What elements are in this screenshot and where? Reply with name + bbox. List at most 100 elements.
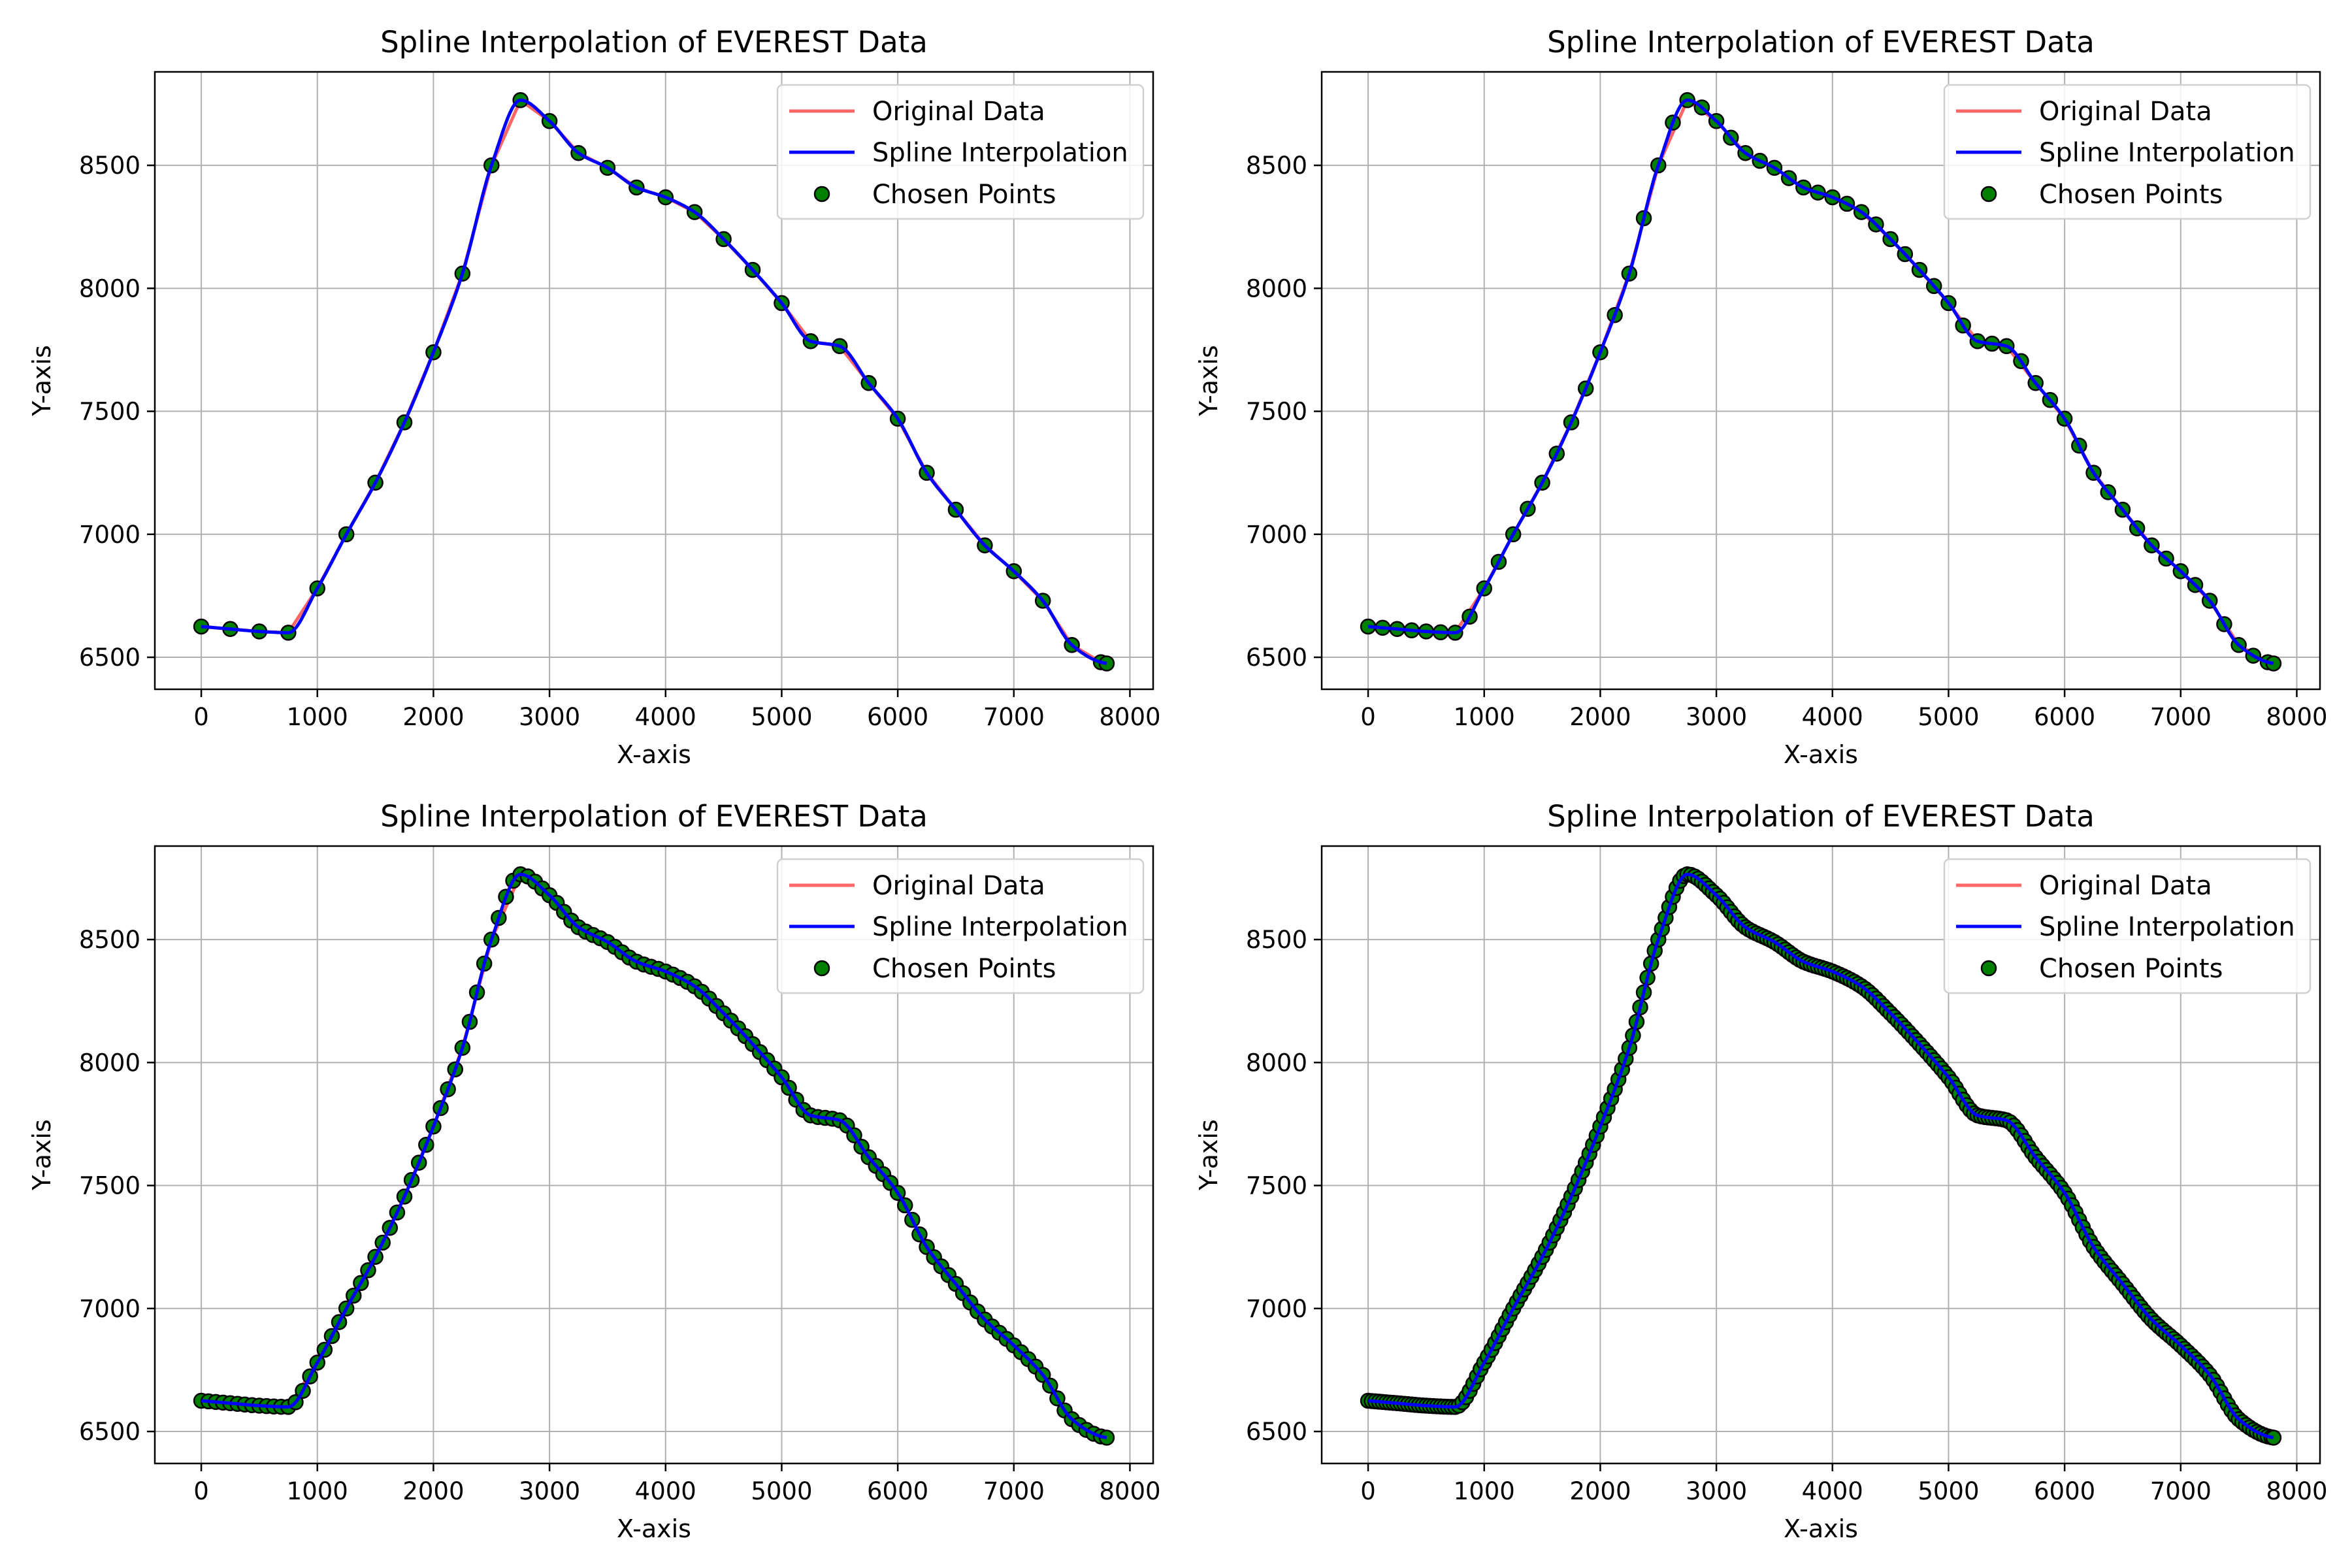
subplot-4: 0 1000 2000 3000 4000 5000 6000 7000 8000 6500 700… bbox=[1194, 799, 2328, 1543]
plot-area bbox=[193, 92, 1115, 672]
series-spline-interpolation bbox=[1367, 98, 2274, 665]
axes-frame bbox=[1320, 71, 2321, 691]
y-tick-label: 8500 bbox=[1246, 926, 1307, 954]
y-tick-label: 7500 bbox=[1246, 398, 1307, 426]
y-tick-label: 7500 bbox=[79, 398, 140, 426]
chart-title: Spline Interpolation of EVEREST Data bbox=[380, 25, 928, 59]
x-tick-label: 3000 bbox=[519, 1477, 580, 1505]
y-tick-label: 6500 bbox=[79, 1418, 140, 1446]
axes-frame bbox=[1320, 845, 2321, 1465]
legend-spline-label: Spline Interpolation bbox=[2039, 912, 2295, 942]
legend: Original Data Spline Interpolation Chosen … bbox=[776, 858, 1145, 994]
legend-chosen-label: Chosen Points bbox=[872, 180, 1056, 210]
legend-frame bbox=[1943, 84, 2311, 220]
x-tick-label: 5000 bbox=[751, 1477, 812, 1505]
y-axis-label: Y-axis bbox=[1194, 1119, 1223, 1191]
x-tick-label: 0 bbox=[193, 1477, 209, 1505]
series-spline-interpolation bbox=[1367, 872, 2274, 1439]
y-tick-label: 7000 bbox=[1246, 1295, 1307, 1323]
x-axis-label: X-axis bbox=[617, 740, 691, 769]
x-tick-label: 1000 bbox=[287, 703, 348, 731]
x-tick-label: 2000 bbox=[1569, 1477, 1631, 1505]
y-tick-label: 8000 bbox=[79, 274, 140, 302]
y-tick-label: 8000 bbox=[1246, 274, 1307, 302]
x-tick-label: 6000 bbox=[867, 1477, 928, 1505]
legend-original-label: Original Data bbox=[2039, 97, 2212, 127]
x-axis-label: X-axis bbox=[1784, 740, 1858, 769]
y-axis-label: Y-axis bbox=[27, 1119, 56, 1191]
legend: Original Data Spline Interpolation Chosen … bbox=[1943, 84, 2311, 220]
x-tick-label: 5000 bbox=[751, 703, 812, 731]
x-tick-label: 8000 bbox=[2266, 1477, 2327, 1505]
x-tick-label: 6000 bbox=[2034, 703, 2095, 731]
x-tick-label: 3000 bbox=[519, 703, 580, 731]
y-tick-label: 7000 bbox=[1246, 521, 1307, 549]
legend-chosen-label: Chosen Points bbox=[2039, 954, 2223, 984]
subplot-2: 0 1000 2000 3000 4000 5000 6000 7000 8000 6500 700… bbox=[1194, 25, 2328, 769]
legend-chosen-label: Chosen Points bbox=[2039, 180, 2223, 210]
x-tick-label: 2000 bbox=[402, 703, 464, 731]
x-tick-label: 4000 bbox=[635, 1477, 696, 1505]
x-tick-label: 8000 bbox=[2266, 703, 2327, 731]
gridlines bbox=[1322, 846, 2320, 1463]
y-tick-label: 8000 bbox=[1246, 1049, 1307, 1077]
plot-area bbox=[193, 866, 1115, 1446]
x-tick-label: 8000 bbox=[1099, 703, 1160, 731]
x-tick-label: 4000 bbox=[1802, 703, 1863, 731]
series-spline-interpolation bbox=[201, 98, 1107, 665]
y-axis-label: Y-axis bbox=[27, 345, 56, 417]
x-axis-label: X-axis bbox=[617, 1514, 691, 1543]
y-tick-label: 8500 bbox=[1246, 152, 1307, 180]
x-tick-label: 5000 bbox=[1918, 703, 1979, 731]
y-axis-label: Y-axis bbox=[1194, 345, 1223, 417]
x-tick-label: 4000 bbox=[1802, 1477, 1863, 1505]
y-tick-label: 8500 bbox=[79, 152, 140, 180]
x-tick-label: 0 bbox=[193, 703, 209, 731]
x-tick-label: 5000 bbox=[1918, 1477, 1979, 1505]
x-tick-label: 2000 bbox=[402, 1477, 464, 1505]
y-tick-label: 8000 bbox=[79, 1049, 140, 1077]
x-tick-label: 4000 bbox=[635, 703, 696, 731]
legend-original-label: Original Data bbox=[872, 97, 1045, 127]
legend-spline-label: Spline Interpolation bbox=[872, 138, 1128, 168]
x-tick-label: 0 bbox=[1360, 1477, 1376, 1505]
chart-title: Spline Interpolation of EVEREST Data bbox=[380, 799, 928, 834]
legend-spline-label: Spline Interpolation bbox=[2039, 138, 2295, 168]
x-tick-label: 3000 bbox=[1686, 703, 1747, 731]
x-tick-label: 2000 bbox=[1569, 703, 1631, 731]
legend: Original Data Spline Interpolation Chosen … bbox=[1943, 858, 2311, 994]
x-tick-label: 7000 bbox=[983, 1477, 1045, 1505]
legend: Original Data Spline Interpolation Chosen … bbox=[776, 84, 1145, 220]
x-tick-label: 8000 bbox=[1099, 1477, 1160, 1505]
y-tick-label: 6500 bbox=[79, 644, 140, 672]
y-tick-label: 7500 bbox=[1246, 1172, 1307, 1200]
x-tick-label: 7000 bbox=[2150, 703, 2212, 731]
legend-original-label: Original Data bbox=[872, 871, 1045, 901]
axes-frame bbox=[154, 845, 1154, 1465]
y-tick-label: 7500 bbox=[79, 1172, 140, 1200]
y-tick-label: 6500 bbox=[1246, 644, 1307, 672]
legend-frame bbox=[776, 84, 1145, 220]
axes-frame bbox=[154, 71, 1154, 691]
y-tick-label: 6500 bbox=[1246, 1418, 1307, 1446]
x-tick-label: 1000 bbox=[1454, 703, 1515, 731]
x-axis-label: X-axis bbox=[1784, 1514, 1858, 1543]
x-tick-label: 1000 bbox=[287, 1477, 348, 1505]
legend-original-label: Original Data bbox=[2039, 871, 2212, 901]
x-tick-label: 6000 bbox=[867, 703, 928, 731]
legend-chosen-swatch bbox=[813, 186, 830, 203]
legend-chosen-label: Chosen Points bbox=[872, 954, 1056, 984]
subplot-1: 0 1000 2000 3000 4000 5000 6000 7000 8000 6500 700… bbox=[27, 25, 1161, 769]
x-tick-label: 7000 bbox=[2150, 1477, 2212, 1505]
legend-frame bbox=[776, 858, 1145, 994]
x-tick-label: 6000 bbox=[2034, 1477, 2095, 1505]
x-tick-label: 0 bbox=[1360, 703, 1376, 731]
legend-frame bbox=[1943, 858, 2311, 994]
x-tick-label: 1000 bbox=[1454, 1477, 1515, 1505]
y-tick-label: 8500 bbox=[79, 926, 140, 954]
legend-chosen-swatch bbox=[813, 960, 830, 977]
plot-area bbox=[1360, 866, 2282, 1446]
chart-title: Spline Interpolation of EVEREST Data bbox=[1547, 25, 2095, 59]
legend-spline-label: Spline Interpolation bbox=[872, 912, 1128, 942]
